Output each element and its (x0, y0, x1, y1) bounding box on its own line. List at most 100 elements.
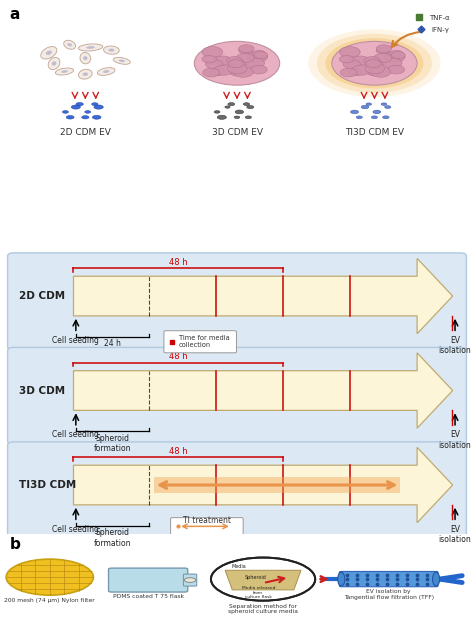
Circle shape (339, 56, 354, 63)
Circle shape (374, 53, 392, 63)
Text: EV
isolation: EV isolation (438, 430, 472, 449)
Circle shape (211, 557, 315, 600)
Circle shape (384, 52, 405, 62)
Ellipse shape (383, 116, 389, 119)
Circle shape (236, 53, 254, 63)
Ellipse shape (361, 106, 369, 109)
Circle shape (383, 58, 402, 68)
Ellipse shape (67, 43, 72, 46)
Circle shape (228, 59, 244, 68)
Ellipse shape (41, 47, 57, 59)
Circle shape (6, 559, 93, 595)
Ellipse shape (235, 110, 244, 114)
Circle shape (228, 59, 246, 68)
Text: Spheroid
formation: Spheroid formation (94, 528, 131, 547)
Circle shape (365, 58, 381, 66)
Ellipse shape (214, 111, 220, 113)
Ellipse shape (103, 46, 119, 54)
FancyBboxPatch shape (109, 568, 188, 592)
Circle shape (365, 63, 385, 74)
Text: EV
isolation: EV isolation (438, 525, 472, 544)
Circle shape (364, 57, 380, 64)
Ellipse shape (245, 116, 252, 119)
Circle shape (309, 29, 441, 97)
Ellipse shape (356, 116, 362, 119)
Circle shape (228, 58, 243, 66)
Circle shape (376, 47, 390, 54)
Ellipse shape (228, 102, 235, 106)
Ellipse shape (373, 110, 381, 114)
Circle shape (325, 38, 424, 88)
Bar (154, 477, 401, 493)
FancyBboxPatch shape (8, 253, 466, 350)
Text: TI treatment: TI treatment (183, 516, 231, 525)
Text: Spheroid: Spheroid (245, 574, 267, 580)
Ellipse shape (351, 110, 358, 114)
Text: EV
isolation: EV isolation (438, 336, 472, 355)
Circle shape (365, 59, 381, 68)
Text: 48 h: 48 h (169, 447, 188, 456)
Text: PDMS coated T 75 flask: PDMS coated T 75 flask (113, 594, 183, 599)
Ellipse shape (243, 103, 250, 106)
Text: Time for media
collection: Time for media collection (179, 335, 230, 348)
Text: b: b (9, 537, 20, 552)
Ellipse shape (109, 49, 114, 52)
Ellipse shape (217, 115, 227, 119)
Polygon shape (73, 353, 453, 428)
Ellipse shape (55, 68, 73, 75)
Ellipse shape (432, 572, 440, 586)
Ellipse shape (337, 572, 345, 586)
Circle shape (371, 67, 391, 77)
Text: Spheroid
formation: Spheroid formation (94, 434, 131, 453)
Ellipse shape (78, 44, 103, 51)
Text: Cell seeding: Cell seeding (53, 430, 99, 439)
Text: TI3D CDM: TI3D CDM (19, 480, 76, 490)
Text: 2D CDM EV: 2D CDM EV (60, 128, 111, 137)
Text: Media: Media (232, 564, 247, 569)
Ellipse shape (91, 103, 98, 106)
Ellipse shape (384, 106, 391, 109)
Text: 3D CDM EV: 3D CDM EV (211, 128, 263, 137)
Circle shape (340, 68, 357, 77)
Ellipse shape (119, 59, 125, 62)
Text: 48 h: 48 h (169, 352, 188, 361)
Text: TNF-α: TNF-α (429, 15, 450, 21)
Circle shape (339, 47, 360, 58)
Circle shape (206, 60, 223, 69)
Circle shape (214, 56, 232, 65)
Ellipse shape (86, 46, 95, 49)
Text: 3D CDM: 3D CDM (19, 386, 65, 396)
FancyBboxPatch shape (339, 571, 438, 586)
Ellipse shape (92, 116, 101, 119)
Ellipse shape (61, 70, 68, 73)
Ellipse shape (82, 116, 89, 119)
Circle shape (230, 68, 244, 76)
Text: IFN-γ: IFN-γ (431, 27, 449, 33)
Ellipse shape (66, 116, 74, 119)
Circle shape (228, 63, 247, 74)
Circle shape (184, 578, 196, 583)
Circle shape (366, 59, 383, 68)
Ellipse shape (85, 111, 91, 113)
Text: Cell seeding: Cell seeding (53, 336, 99, 344)
FancyBboxPatch shape (164, 331, 237, 353)
Ellipse shape (225, 106, 230, 108)
Ellipse shape (76, 102, 83, 106)
Polygon shape (73, 447, 453, 523)
Text: 48 h: 48 h (169, 258, 188, 267)
Text: a: a (9, 8, 20, 22)
Circle shape (367, 68, 382, 76)
Ellipse shape (64, 40, 76, 49)
Circle shape (203, 68, 219, 77)
Ellipse shape (82, 73, 88, 76)
Ellipse shape (113, 58, 130, 64)
Ellipse shape (71, 105, 81, 109)
Circle shape (227, 57, 242, 64)
Text: TI3D CDM EV: TI3D CDM EV (345, 128, 404, 137)
Ellipse shape (80, 52, 91, 64)
Circle shape (343, 60, 361, 69)
Text: 2D CDM: 2D CDM (19, 291, 65, 301)
Circle shape (348, 68, 363, 75)
Text: Cell seeding: Cell seeding (53, 525, 99, 533)
Circle shape (253, 50, 265, 57)
